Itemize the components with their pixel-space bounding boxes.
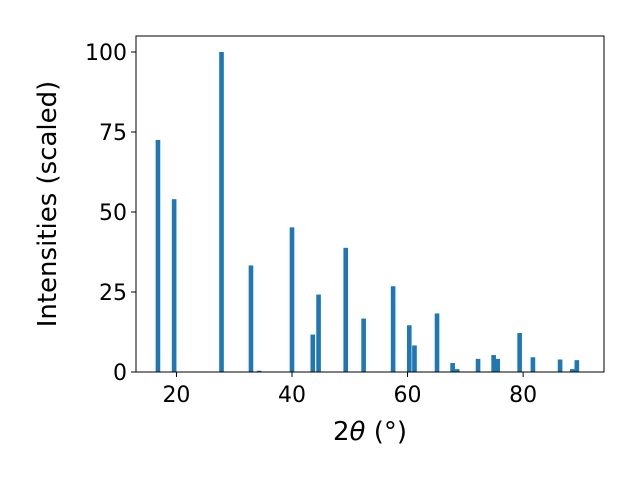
x-tick-label: 80: [509, 383, 537, 408]
y-axis-label: Intensities (scaled): [33, 81, 63, 328]
y-tick-label: 0: [113, 361, 127, 386]
y-tick-label: 75: [99, 121, 127, 146]
y-tick-label: 100: [85, 41, 127, 66]
bar: [289, 227, 295, 372]
bar-series: [155, 52, 580, 372]
bar: [361, 318, 366, 372]
plot-area-frame: [135, 35, 605, 373]
bar: [406, 325, 412, 372]
bar: [475, 358, 481, 372]
bar: [517, 332, 522, 372]
bar: [491, 355, 496, 372]
bar: [316, 294, 321, 372]
bar: [569, 369, 575, 372]
x-axis-label-prefix: 2: [333, 417, 350, 447]
bar: [412, 345, 417, 372]
x-tick-label: 40: [278, 383, 306, 408]
bar: [219, 52, 224, 372]
y-tick-label: 25: [99, 281, 127, 306]
bar: [256, 370, 262, 372]
bar: [495, 358, 500, 372]
bar: [310, 334, 316, 372]
bar: [343, 247, 349, 372]
bar: [530, 357, 536, 372]
x-tick-label: 20: [162, 383, 190, 408]
y-axis-ticks: 0 25 50 75 100: [85, 41, 136, 386]
bar: [171, 199, 177, 372]
bar: [557, 359, 563, 372]
x-axis-label-theta: θ: [350, 417, 366, 447]
bar: [574, 360, 580, 372]
x-axis-label: 2θ (°): [333, 417, 407, 447]
bar: [248, 265, 254, 372]
bar: [390, 286, 396, 372]
y-tick-label: 50: [99, 201, 127, 226]
bar: [454, 369, 460, 372]
bar: [155, 140, 161, 372]
bar: [434, 313, 440, 372]
x-axis-ticks: 20 40 60 80: [162, 372, 537, 408]
x-tick-label: 60: [394, 383, 422, 408]
bar: [450, 363, 455, 372]
x-axis-label-unit: (°): [365, 417, 407, 447]
